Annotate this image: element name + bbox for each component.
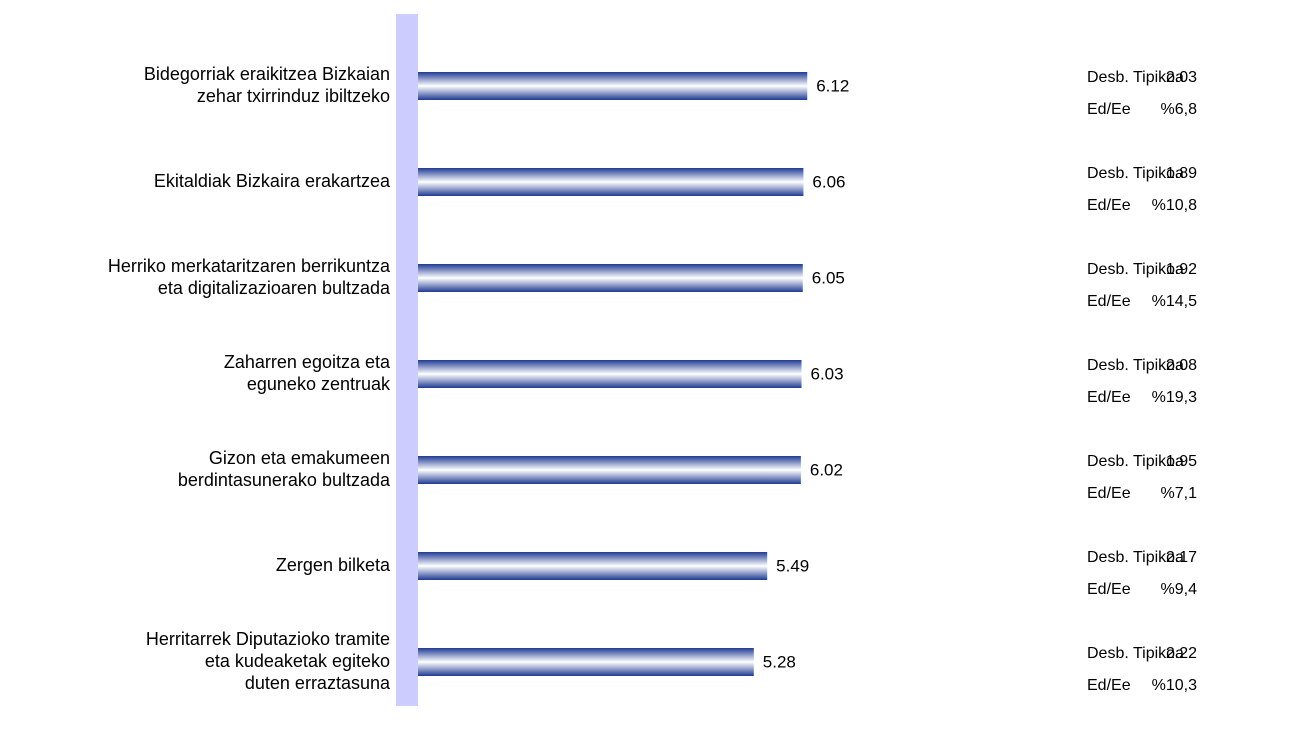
value-label: 6.06 — [812, 172, 845, 191]
category-label: Zergen bilketa — [276, 555, 391, 575]
value-label: 6.02 — [810, 460, 843, 479]
bar — [418, 648, 754, 676]
value-label: 6.05 — [812, 268, 845, 287]
category-label: Herritarrek Diputazioko tramite eta kudea… — [146, 629, 391, 693]
ratio-value: %10,3 — [1152, 677, 1197, 694]
ratio-label: Ed/Ee — [1087, 197, 1131, 214]
std-value: 2.08 — [1166, 357, 1197, 374]
value-label: 5.28 — [763, 652, 796, 671]
std-label: Desb. Tipikoa — [1087, 453, 1184, 470]
std-value: 2.22 — [1166, 645, 1197, 662]
ratio-label: Ed/Ee — [1087, 389, 1131, 406]
category-label: Gizon eta emakumeen berdintasunerako bult… — [178, 448, 391, 490]
std-value: 1.89 — [1166, 165, 1197, 182]
std-value: 1.95 — [1166, 453, 1197, 470]
bar — [418, 72, 808, 100]
value-label: 5.49 — [776, 556, 809, 575]
std-label: Desb. Tipikoa — [1087, 261, 1184, 278]
ratio-value: %7,1 — [1161, 485, 1198, 502]
category-label: Bidegorriak eraikitzea Bizkaian zehar txi… — [144, 64, 390, 106]
ratio-value: %6,8 — [1161, 101, 1198, 118]
ratio-value: %14,5 — [1152, 293, 1197, 310]
bar — [418, 456, 801, 484]
std-value: 1.92 — [1166, 261, 1197, 278]
value-label: 6.12 — [816, 76, 849, 95]
category-label: Herriko merkataritzaren berrikuntza eta d… — [108, 256, 391, 298]
ratio-value: %9,4 — [1161, 581, 1198, 598]
std-label: Desb. Tipikoa — [1087, 549, 1184, 566]
axis-band — [396, 14, 418, 706]
std-label: Desb. Tipikoa — [1087, 645, 1184, 662]
ratio-label: Ed/Ee — [1087, 581, 1131, 598]
std-label: Desb. Tipikoa — [1087, 357, 1184, 374]
ratio-label: Ed/Ee — [1087, 677, 1131, 694]
category-label: Zaharren egoitza eta eguneko zentruak — [224, 352, 391, 394]
std-value: 2.03 — [1166, 69, 1197, 86]
bar — [418, 264, 803, 292]
category-label: Ekitaldiak Bizkaira erakartzea — [154, 171, 391, 191]
ratio-label: Ed/Ee — [1087, 293, 1131, 310]
value-label: 6.03 — [811, 364, 844, 383]
ratio-label: Ed/Ee — [1087, 485, 1131, 502]
ratio-value: %10,8 — [1152, 197, 1197, 214]
std-value: 2.17 — [1166, 549, 1197, 566]
std-label: Desb. Tipikoa — [1087, 165, 1184, 182]
bar — [418, 552, 768, 580]
bar — [418, 168, 804, 196]
ratio-label: Ed/Ee — [1087, 101, 1131, 118]
std-label: Desb. Tipikoa — [1087, 69, 1184, 86]
bar — [418, 360, 802, 388]
ratio-value: %19,3 — [1152, 389, 1197, 406]
